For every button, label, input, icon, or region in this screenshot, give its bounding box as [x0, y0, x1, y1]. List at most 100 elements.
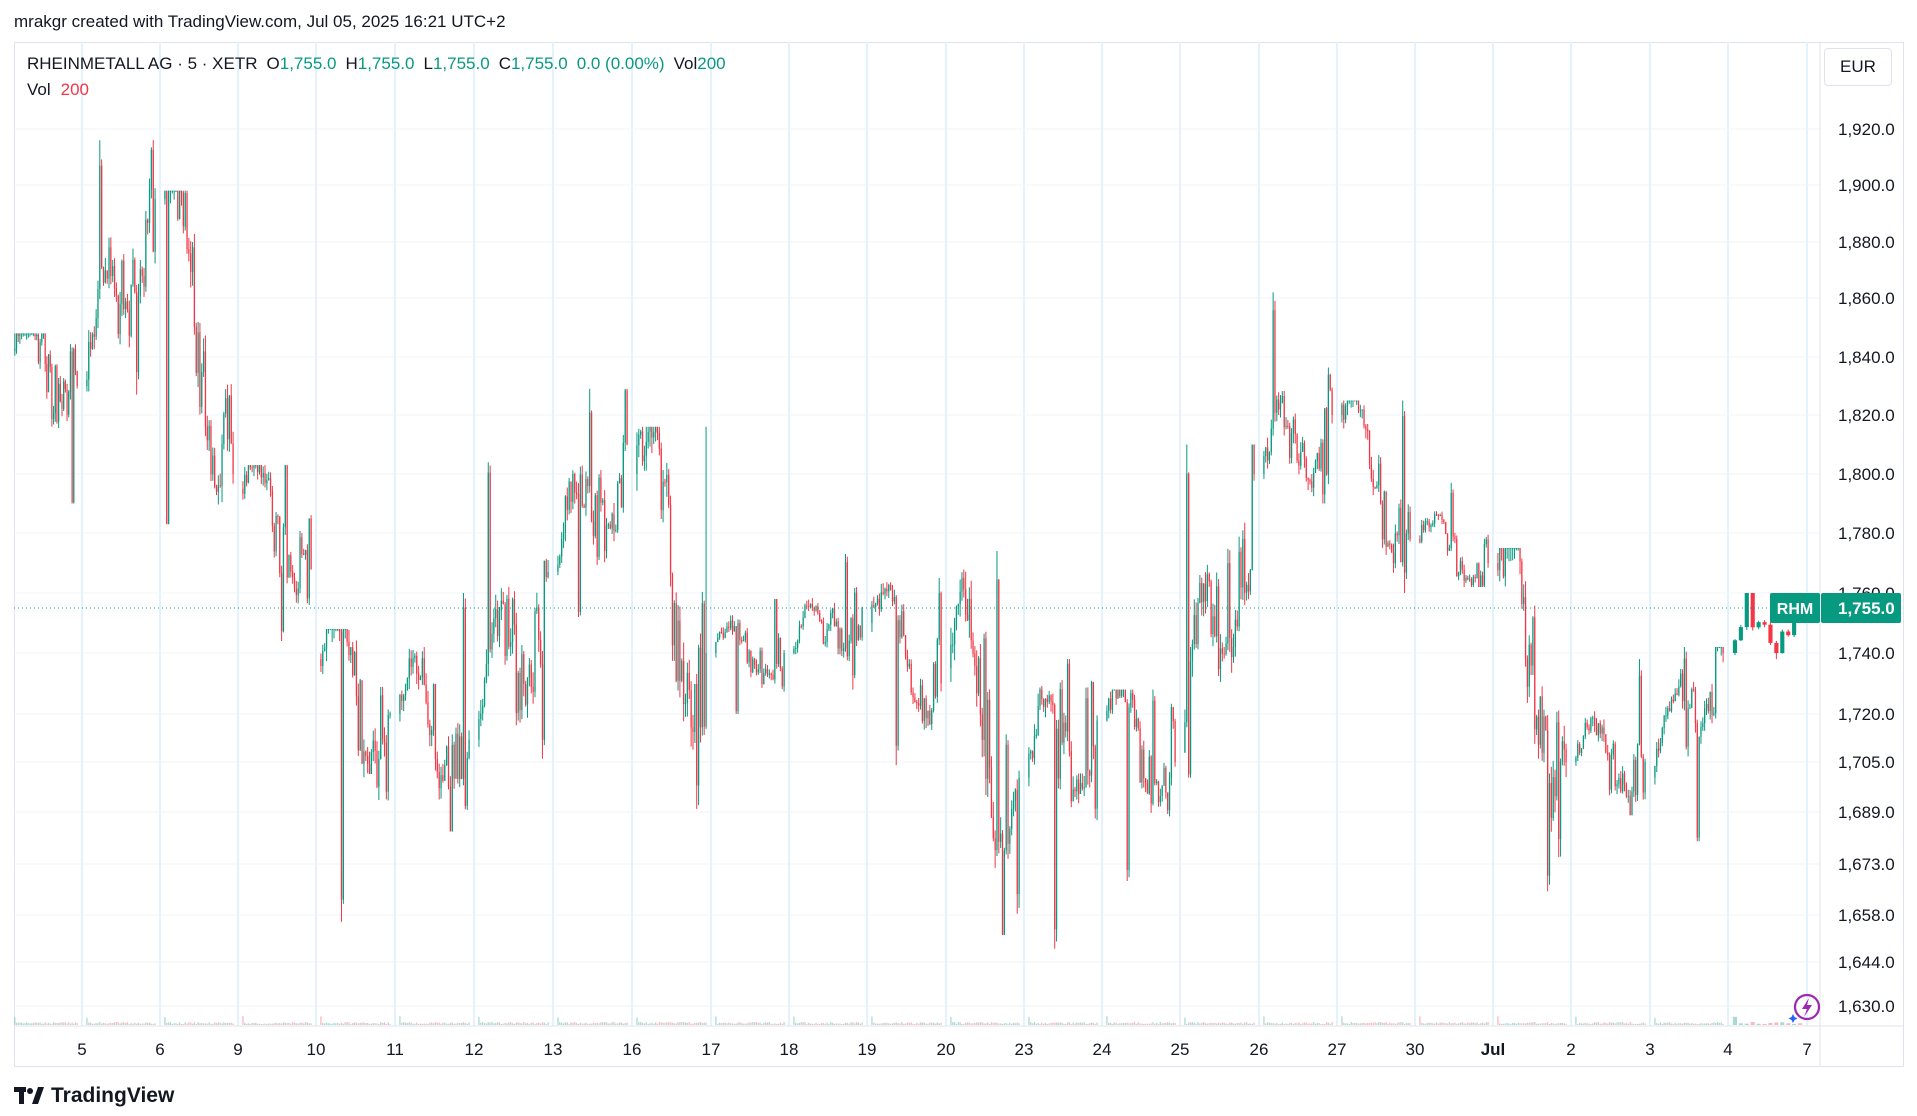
volume-bar [44, 1022, 46, 1025]
chart-frame[interactable] [14, 42, 1904, 1067]
candle-body [660, 448, 662, 511]
volume-bar [987, 1022, 989, 1025]
candle-body [1268, 452, 1271, 461]
candle-body [802, 617, 804, 627]
volume-bar [701, 1023, 703, 1025]
volume-bar [383, 1022, 386, 1025]
candle-body [1614, 743, 1616, 787]
volume-bar [952, 1022, 954, 1025]
candle-body [27, 333, 29, 335]
magic-alert-icon[interactable] [1788, 990, 1822, 1024]
candle-body [31, 333, 33, 335]
candle-body [1391, 544, 1393, 553]
candle-body [208, 425, 210, 441]
volume-bar [1245, 1022, 1248, 1025]
volume-bar [1535, 1023, 1538, 1025]
volume-bar [1705, 1023, 1708, 1025]
volume-bar [912, 1023, 914, 1025]
volume-bar [137, 1022, 140, 1025]
candle-body [195, 326, 197, 373]
volume-bar [826, 1022, 828, 1025]
candle-body [850, 618, 852, 641]
candle-body [1577, 744, 1579, 758]
candle-body [366, 755, 369, 765]
volume-bar [1676, 1023, 1678, 1025]
volume-bar [1691, 1023, 1693, 1025]
candle-body [766, 669, 769, 675]
candle-body [121, 260, 123, 305]
candle-body [1352, 400, 1354, 402]
candle-body [1054, 705, 1056, 930]
candle-body [139, 269, 141, 296]
candle-body [110, 247, 112, 276]
candle-body [1072, 789, 1074, 802]
tradingview-logo[interactable]: TradingView [14, 1083, 174, 1109]
candle-body [1121, 689, 1123, 697]
candle-body [677, 620, 679, 681]
volume-bar [817, 1023, 819, 1025]
candle-body [230, 395, 232, 444]
candle-body [1184, 722, 1186, 753]
volume-bar [58, 1023, 60, 1025]
volume-bar [755, 1022, 758, 1025]
candle-body [1346, 400, 1349, 407]
candle-body [1636, 743, 1639, 796]
volume-bar [1480, 1023, 1482, 1025]
candle-body [1011, 808, 1013, 829]
volume-bar [1680, 1023, 1682, 1025]
candle-body [1229, 562, 1231, 639]
volume-bar [1552, 1023, 1554, 1025]
candle-body [1610, 754, 1613, 790]
volume-bar [1014, 1023, 1017, 1025]
time-tick-label: 24 [1093, 1040, 1112, 1059]
candle-body [988, 699, 991, 768]
volume-bar [1352, 1023, 1354, 1025]
volume-bar [1599, 1023, 1601, 1025]
volume-bar [1713, 1022, 1715, 1025]
volume-bar [574, 1022, 576, 1025]
volume-bar [17, 1022, 19, 1025]
volume-bar [1313, 1022, 1315, 1025]
candle-body [1519, 548, 1521, 562]
volume-bar [692, 1023, 694, 1025]
volume-bar [1616, 1022, 1618, 1025]
candle-body [510, 641, 512, 647]
volume-bar [675, 1023, 677, 1025]
candle-body [221, 444, 223, 486]
time-tick-label: 13 [544, 1040, 563, 1059]
volume-bar [1144, 1023, 1147, 1025]
volume-bar [539, 1023, 542, 1025]
candle-body [1055, 728, 1058, 930]
candle-body [570, 481, 572, 502]
symbol-title[interactable]: RHEINMETALL AG · 5 · XETR [27, 54, 258, 73]
volume-bar [1750, 1022, 1755, 1025]
candle-body [1324, 408, 1326, 495]
candle-body [271, 491, 274, 526]
volume-legend[interactable]: Vol 200 [27, 80, 89, 100]
candle-body [1545, 716, 1547, 731]
candle-body [1472, 577, 1474, 586]
candle-body [71, 351, 73, 503]
volume-bar [1350, 1022, 1352, 1025]
candle-body [981, 714, 983, 740]
currency-button[interactable]: EUR [1824, 48, 1892, 86]
volume-bar [95, 1023, 97, 1025]
candle-body [914, 697, 916, 703]
volume-bar [132, 1023, 134, 1025]
volume-bar [421, 1023, 424, 1025]
volume-bar [733, 1023, 735, 1025]
volume-bar [837, 1023, 839, 1025]
volume-bar [1296, 1023, 1298, 1025]
candle-body [647, 431, 649, 443]
candle-body [515, 624, 517, 713]
candle-body [1502, 549, 1505, 577]
candle-body [226, 398, 229, 440]
candle-body [1161, 785, 1163, 797]
time-tick-label: 2 [1566, 1040, 1575, 1059]
candle-body [258, 465, 261, 473]
candle-body [355, 652, 358, 697]
volume-bar [431, 1022, 433, 1025]
volume-bar [1674, 1022, 1676, 1025]
volume-bar [297, 1023, 299, 1025]
